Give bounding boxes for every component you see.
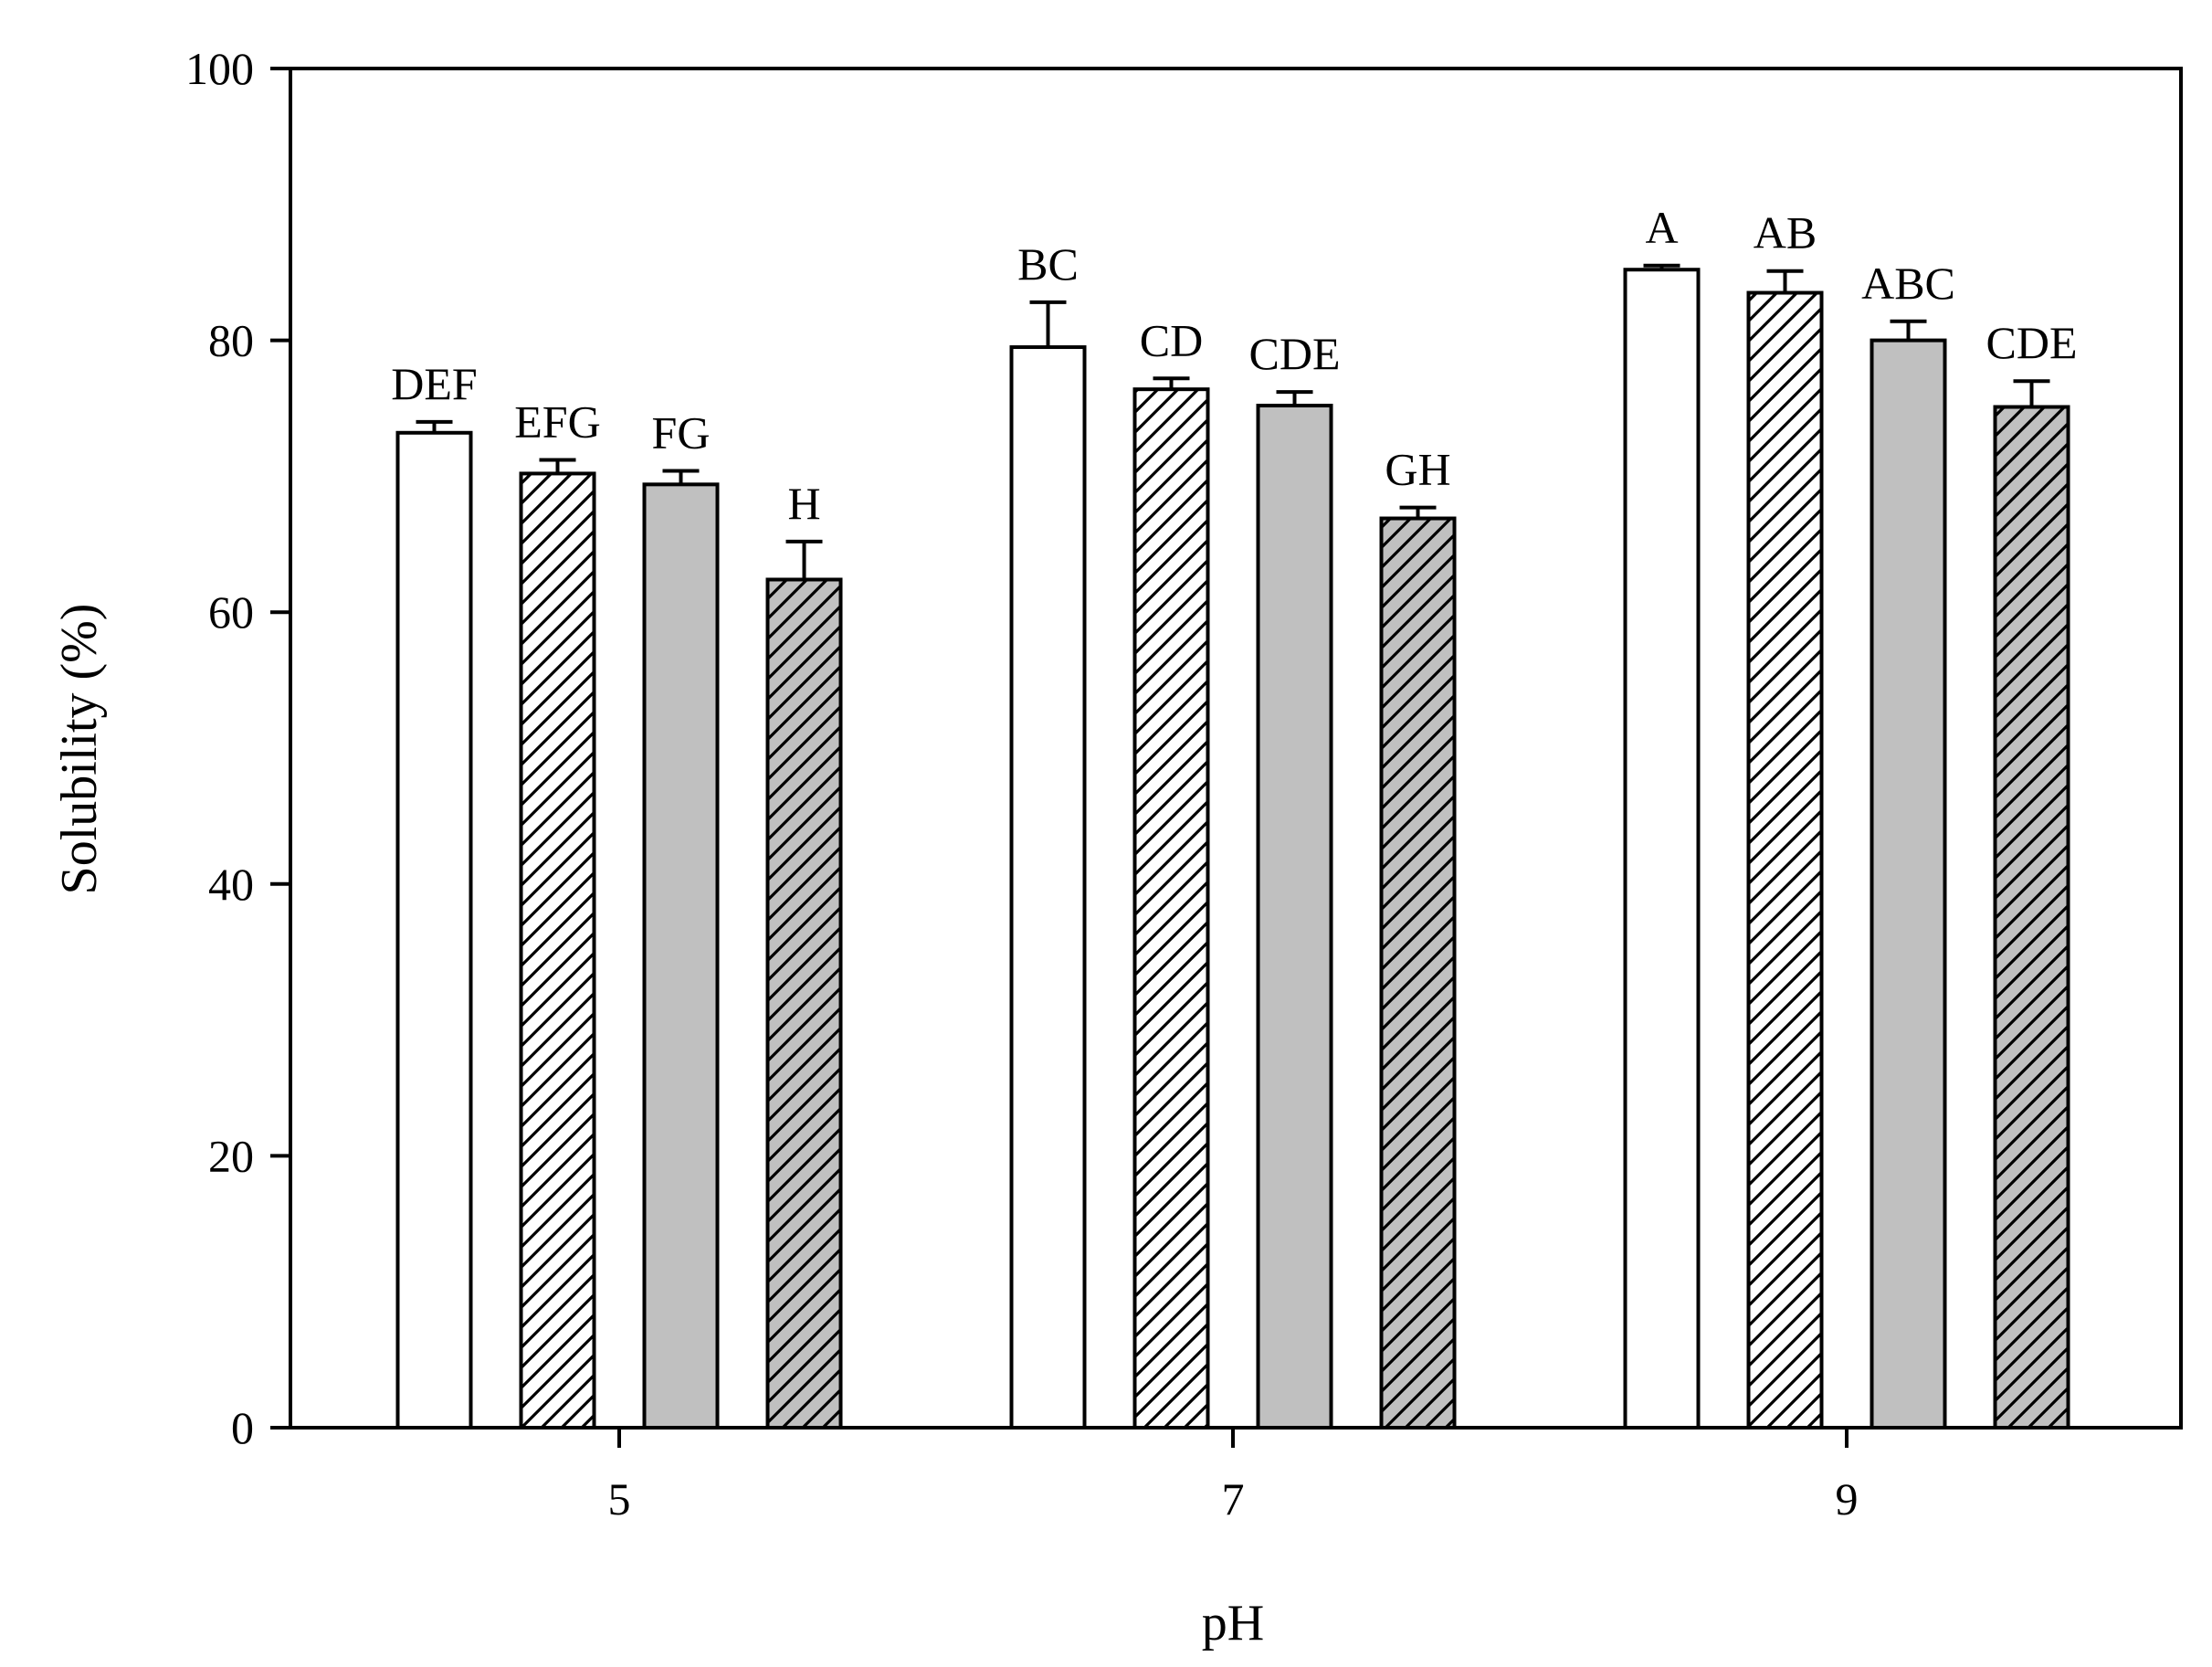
significance-label-ph5-series3: FG	[652, 406, 711, 458]
bar-ph9-series3	[1870, 338, 1947, 1430]
x-axis-title: pH	[1202, 1595, 1264, 1651]
bar-ph7-series4	[1379, 516, 1457, 1430]
y-tick-label-60: 60	[208, 586, 254, 638]
x-tick-label-9: 9	[1836, 1473, 1859, 1525]
significance-label-ph9-series3: ABC	[1861, 258, 1955, 309]
bar-ph5-series1	[395, 430, 473, 1430]
bar-ph5-series3	[642, 482, 720, 1430]
bars-layer	[395, 268, 2070, 1430]
bar-ph9-series1	[1623, 268, 1701, 1430]
significance-labels-layer: DEF EFG FG H BC CD CDE GH A AB ABC CDE	[391, 202, 2077, 529]
y-tick-label-100: 100	[185, 43, 254, 94]
plot-frame	[289, 67, 2183, 1430]
significance-label-ph9-series2: AB	[1754, 207, 1817, 258]
bar-ph7-series3	[1256, 404, 1333, 1430]
y-tick-label-80: 80	[208, 315, 254, 366]
x-tick-label-7: 7	[1222, 1473, 1245, 1525]
bar-ph5-series4	[765, 577, 843, 1430]
significance-label-ph7-series3: CDE	[1249, 328, 1341, 379]
bar-ph7-series2	[1132, 387, 1210, 1430]
y-tick-label-40: 40	[208, 859, 254, 910]
significance-label-ph9-series4: CDE	[1986, 317, 2078, 368]
y-tick-label-0: 0	[231, 1402, 254, 1453]
significance-label-ph7-series4: GH	[1385, 444, 1450, 495]
significance-label-ph7-series1: BC	[1017, 238, 1079, 290]
bar-ph9-series2	[1746, 290, 1824, 1430]
x-tick-label-5: 5	[608, 1473, 631, 1525]
y-tick-label-20: 20	[208, 1130, 254, 1181]
axes-layer: 0 20 40 60 80 100 5 7 9	[185, 43, 2183, 1525]
significance-label-ph9-series1: A	[1645, 202, 1678, 253]
bar-ph5-series2	[519, 471, 596, 1430]
bar-ph7-series1	[1009, 345, 1087, 1430]
significance-label-ph5-series1: DEF	[391, 358, 477, 409]
error-bars-layer	[416, 263, 2050, 580]
bar-ph9-series4	[1993, 405, 2070, 1430]
significance-label-ph5-series2: EFG	[514, 396, 600, 448]
significance-label-ph7-series2: CD	[1140, 314, 1203, 365]
y-axis-title: Solubility (%)	[51, 604, 108, 895]
significance-label-ph5-series4: H	[787, 478, 820, 529]
